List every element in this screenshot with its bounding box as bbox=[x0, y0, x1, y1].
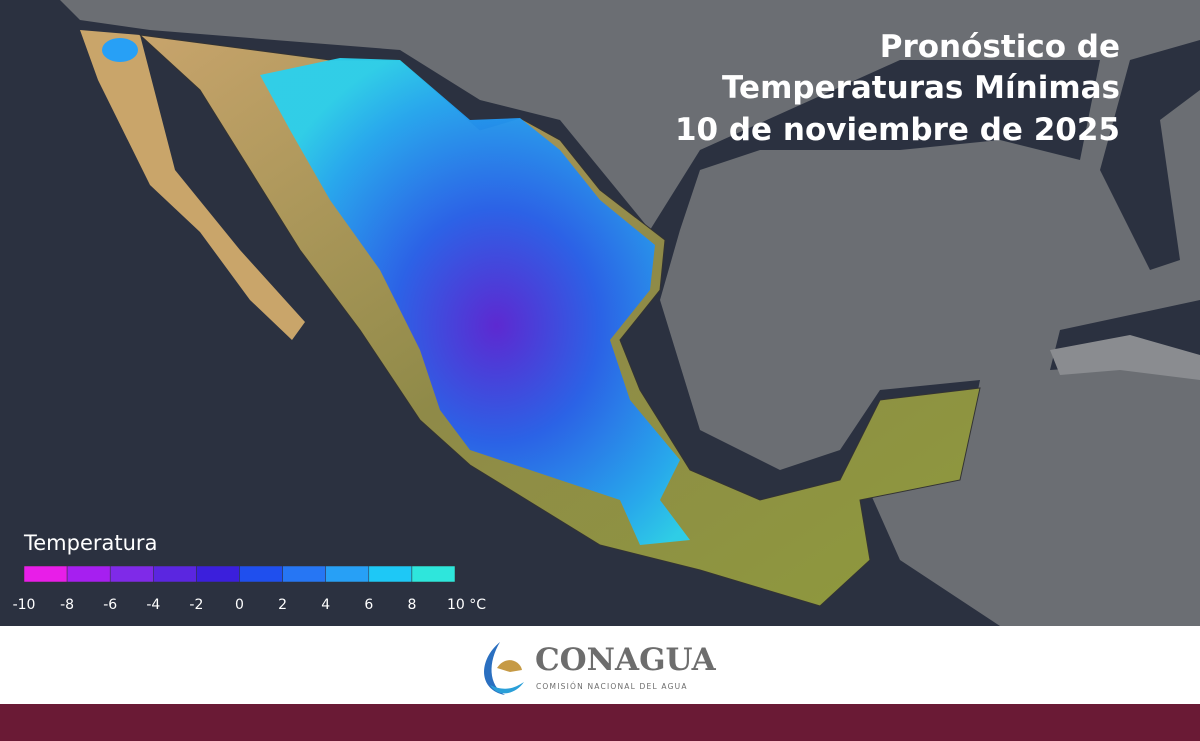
logo-subtitle: COMISIÓN NACIONAL DEL AGUA bbox=[536, 682, 688, 691]
cold-area bbox=[260, 58, 690, 545]
legend: -10 -8 -6 -4 -2 0 2 4 6 8 10 °C bbox=[13, 565, 486, 613]
land-mass bbox=[60, 0, 1200, 626]
cuba bbox=[1050, 335, 1200, 380]
legend-title: Temperatura bbox=[23, 531, 157, 555]
legend-tick-label: 8 bbox=[407, 597, 416, 613]
legend-tick-label: -8 bbox=[60, 597, 74, 613]
legend-swatch bbox=[153, 565, 197, 583]
title-line: Temperaturas Mínimas bbox=[722, 70, 1120, 106]
legend-tick-label: 10 °C bbox=[447, 597, 486, 613]
legend-swatch bbox=[66, 565, 111, 583]
legend-swatch bbox=[325, 565, 370, 583]
legend-swatch bbox=[196, 565, 240, 583]
logo-icon bbox=[484, 642, 524, 695]
legend-swatch bbox=[368, 565, 413, 583]
legend-swatch bbox=[282, 565, 326, 583]
footer-band bbox=[0, 704, 1200, 741]
legend-tick-label: -10 bbox=[13, 597, 36, 613]
legend-tick-label: 0 bbox=[235, 597, 244, 613]
legend-tick-label: -2 bbox=[189, 597, 203, 613]
legend-tick-label: -4 bbox=[146, 597, 160, 613]
baja-california bbox=[80, 30, 305, 340]
legend-swatch bbox=[23, 565, 68, 583]
legend-swatch bbox=[109, 565, 154, 583]
legend-tick-label: -6 bbox=[103, 597, 117, 613]
logo-text: CONAGUA bbox=[535, 642, 717, 678]
title-line: 10 de noviembre de 2025 bbox=[675, 112, 1120, 148]
legend-tick-label: 2 bbox=[278, 597, 287, 613]
cold-spot bbox=[102, 38, 138, 62]
legend-swatch bbox=[411, 565, 456, 583]
legend-swatch bbox=[239, 565, 283, 583]
legend-tick-label: 6 bbox=[364, 597, 373, 613]
title-line: Pronóstico de bbox=[880, 29, 1120, 65]
footer bbox=[0, 626, 1200, 704]
legend-tick-label: 4 bbox=[321, 597, 330, 613]
